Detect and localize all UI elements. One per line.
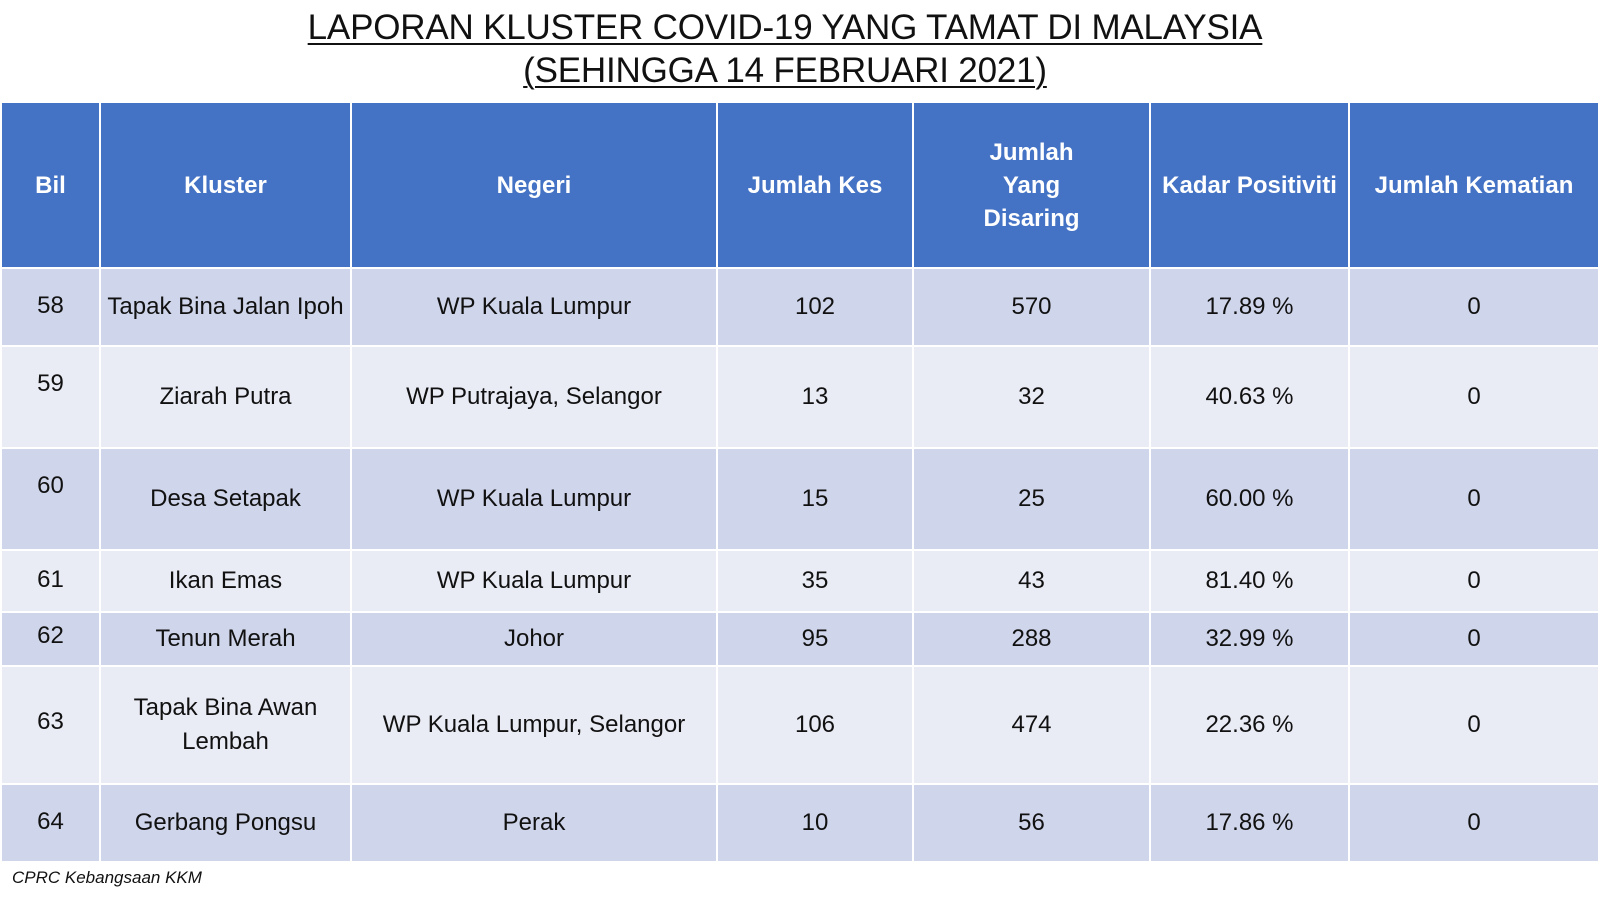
report-title: LAPORAN KLUSTER COVID-19 YANG TAMAT DI M… <box>0 6 1570 92</box>
cell-kluster: Tapak Bina Awan Lembah <box>99 665 352 785</box>
table-row: 58 Tapak Bina Jalan Ipoh WP Kuala Lumpur… <box>0 267 1600 347</box>
cell-jumlah-disaring: 288 <box>912 611 1151 667</box>
cell-jumlah-kematian: 0 <box>1348 783 1600 863</box>
cell-jumlah-kes: 102 <box>716 267 914 347</box>
table-row: 63 Tapak Bina Awan Lembah WP Kuala Lumpu… <box>0 665 1600 785</box>
cell-bil: 58 <box>0 267 101 347</box>
cell-kadar-positiviti: 17.86 % <box>1149 783 1350 863</box>
cell-jumlah-kes: 106 <box>716 665 914 785</box>
cell-jumlah-kematian: 0 <box>1348 549 1600 613</box>
cell-jumlah-kematian: 0 <box>1348 267 1600 347</box>
header-kluster: Kluster <box>99 101 352 269</box>
table-row: 62 Tenun Merah Johor 95 288 32.99 % 0 <box>0 611 1600 667</box>
cell-bil: 59 <box>0 345 101 449</box>
cell-jumlah-kes: 35 <box>716 549 914 613</box>
header-bil: Bil <box>0 101 101 269</box>
cell-kadar-positiviti: 60.00 % <box>1149 447 1350 551</box>
cell-kadar-positiviti: 17.89 % <box>1149 267 1350 347</box>
header-jumlah-disaring: Jumlah Yang Disaring <box>912 101 1151 269</box>
cell-negeri: WP Kuala Lumpur <box>350 267 718 347</box>
cell-jumlah-kes: 13 <box>716 345 914 449</box>
table-row: 60 Desa Setapak WP Kuala Lumpur 15 25 60… <box>0 447 1600 551</box>
cell-kadar-positiviti: 81.40 % <box>1149 549 1350 613</box>
header-negeri: Negeri <box>350 101 718 269</box>
cell-negeri: WP Kuala Lumpur, Selangor <box>350 665 718 785</box>
cell-jumlah-kematian: 0 <box>1348 345 1600 449</box>
cell-jumlah-kematian: 0 <box>1348 665 1600 785</box>
title-line-1: LAPORAN KLUSTER COVID-19 YANG TAMAT DI M… <box>307 8 1263 47</box>
cell-jumlah-disaring: 32 <box>912 345 1151 449</box>
header-jumlah-kematian: Jumlah Kematian <box>1348 101 1600 269</box>
cell-bil: 63 <box>0 665 101 785</box>
cell-jumlah-disaring: 474 <box>912 665 1151 785</box>
table-row: 61 Ikan Emas WP Kuala Lumpur 35 43 81.40… <box>0 549 1600 613</box>
cell-negeri: WP Putrajaya, Selangor <box>350 345 718 449</box>
cell-jumlah-kematian: 0 <box>1348 447 1600 551</box>
cell-negeri: Perak <box>350 783 718 863</box>
cell-kluster: Tapak Bina Jalan Ipoh <box>99 267 352 347</box>
cell-kluster: Ziarah Putra <box>99 345 352 449</box>
cell-bil: 64 <box>0 783 101 863</box>
cell-kluster: Tenun Merah <box>99 611 352 667</box>
cell-jumlah-kes: 15 <box>716 447 914 551</box>
cell-kadar-positiviti: 32.99 % <box>1149 611 1350 667</box>
cell-jumlah-kes: 95 <box>716 611 914 667</box>
header-jumlah-kes: Jumlah Kes <box>716 101 914 269</box>
cell-kluster: Desa Setapak <box>99 447 352 551</box>
table-row: 59 Ziarah Putra WP Putrajaya, Selangor 1… <box>0 345 1600 449</box>
cell-jumlah-disaring: 43 <box>912 549 1151 613</box>
cell-kluster: Ikan Emas <box>99 549 352 613</box>
cell-jumlah-disaring: 56 <box>912 783 1151 863</box>
cell-jumlah-disaring: 570 <box>912 267 1151 347</box>
cell-bil: 62 <box>0 611 101 667</box>
cell-bil: 61 <box>0 549 101 613</box>
header-kadar-positiviti: Kadar Positiviti <box>1149 101 1350 269</box>
title-line-2: (SEHINGGA 14 FEBRUARI 2021) <box>523 51 1047 90</box>
cell-kadar-positiviti: 40.63 % <box>1149 345 1350 449</box>
cell-negeri: Johor <box>350 611 718 667</box>
cell-kluster: Gerbang Pongsu <box>99 783 352 863</box>
cell-jumlah-kes: 10 <box>716 783 914 863</box>
cell-jumlah-kematian: 0 <box>1348 611 1600 667</box>
source-credit: CPRC Kebangsaan KKM <box>12 868 202 887</box>
cluster-table: Bil Kluster Negeri Jumlah Kes Jumlah Yan… <box>0 101 1600 863</box>
table-header-row: Bil Kluster Negeri Jumlah Kes Jumlah Yan… <box>0 101 1600 269</box>
cell-kadar-positiviti: 22.36 % <box>1149 665 1350 785</box>
cell-bil: 60 <box>0 447 101 551</box>
table-row: 64 Gerbang Pongsu Perak 10 56 17.86 % 0 <box>0 783 1600 863</box>
cell-negeri: WP Kuala Lumpur <box>350 447 718 551</box>
cell-negeri: WP Kuala Lumpur <box>350 549 718 613</box>
cell-jumlah-disaring: 25 <box>912 447 1151 551</box>
